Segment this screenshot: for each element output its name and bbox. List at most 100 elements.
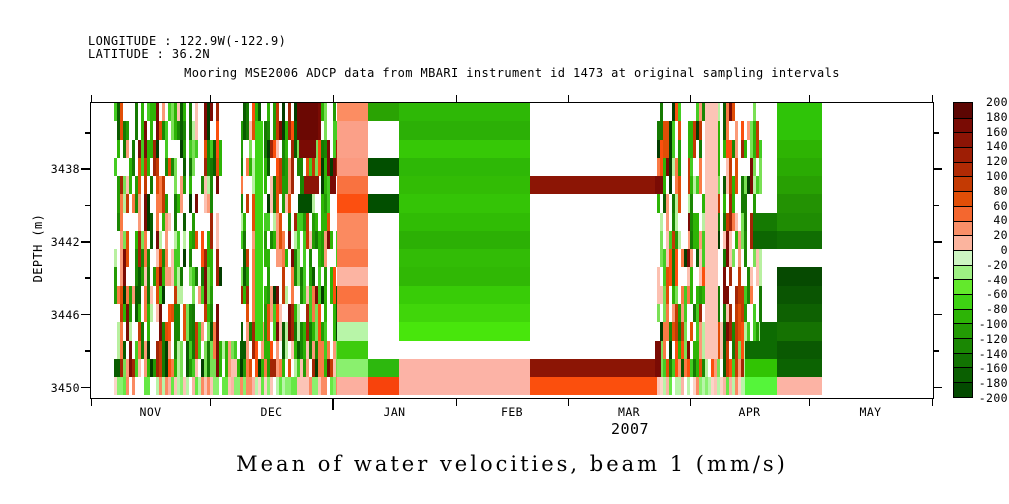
heatmap-cell bbox=[327, 230, 330, 250]
heatmap-cell bbox=[123, 176, 126, 195]
heatmap-cell bbox=[141, 322, 144, 359]
heatmap-cell bbox=[660, 103, 663, 140]
heatmap-cell bbox=[135, 285, 138, 323]
heatmap-band bbox=[399, 304, 530, 323]
heatmap-cell bbox=[291, 139, 294, 177]
heatmap-cell bbox=[195, 322, 198, 359]
heatmap-cell bbox=[243, 377, 246, 396]
heatmap-band bbox=[777, 139, 822, 158]
heatmap-cell bbox=[216, 377, 219, 396]
heatmap-cell bbox=[147, 267, 150, 305]
heatmap-cell bbox=[285, 249, 288, 268]
heatmap-cell bbox=[690, 194, 693, 231]
heatmap-cell bbox=[678, 230, 681, 250]
heatmap-cell bbox=[753, 304, 756, 341]
heatmap-cell bbox=[174, 230, 177, 250]
heatmap-cell bbox=[723, 377, 726, 396]
heatmap-cell bbox=[282, 377, 285, 396]
month-label: NOV bbox=[139, 405, 162, 419]
heatmap-cell bbox=[135, 358, 138, 378]
heatmap-band bbox=[777, 230, 822, 250]
heatmap-cell bbox=[669, 157, 672, 195]
heatmap-cell bbox=[243, 230, 246, 250]
heatmap-cell bbox=[732, 249, 735, 268]
heatmap-cell bbox=[144, 285, 147, 323]
heatmap-cell bbox=[120, 377, 123, 396]
heatmap-cell bbox=[759, 249, 762, 286]
heatmap-cell bbox=[717, 103, 720, 122]
heatmap-cell bbox=[207, 176, 210, 195]
colorbar-tick-label: 60 bbox=[993, 198, 1008, 213]
heatmap-cell bbox=[693, 377, 696, 396]
heatmap-cell bbox=[717, 285, 720, 323]
heatmap-cell bbox=[690, 358, 693, 378]
heatmap-cell bbox=[153, 267, 156, 286]
heatmap-cell bbox=[330, 157, 333, 177]
heatmap-cell bbox=[321, 103, 324, 122]
heatmap-cell bbox=[174, 304, 177, 341]
heatmap-cell bbox=[207, 230, 210, 268]
heatmap-cell bbox=[696, 285, 699, 305]
heatmap-band bbox=[368, 103, 399, 122]
heatmap-cell bbox=[723, 267, 726, 305]
heatmap-cell bbox=[162, 340, 165, 378]
heatmap-cell bbox=[306, 377, 309, 396]
heatmap-cell bbox=[216, 176, 219, 195]
heatmap-cell bbox=[138, 230, 141, 268]
heatmap-cell bbox=[117, 212, 120, 231]
colorbar-segment bbox=[954, 117, 972, 133]
heatmap-cell bbox=[678, 139, 681, 177]
heatmap-cell bbox=[177, 103, 180, 122]
heatmap-cell bbox=[114, 157, 117, 177]
heatmap-cell bbox=[669, 322, 672, 341]
heatmap-cell bbox=[126, 139, 129, 158]
heatmap-cell bbox=[672, 157, 675, 177]
heatmap-cell bbox=[246, 340, 249, 359]
heatmap-cell bbox=[750, 157, 753, 195]
heatmap-cell bbox=[666, 194, 669, 231]
heatmap-cell bbox=[681, 304, 684, 323]
heatmap-band bbox=[399, 139, 530, 158]
heatmap-cell bbox=[672, 230, 675, 250]
heatmap-cell bbox=[201, 358, 204, 378]
heatmap-cell bbox=[267, 249, 270, 268]
heatmap-band bbox=[399, 212, 530, 231]
heatmap-cell bbox=[675, 322, 678, 341]
heatmap-cell bbox=[696, 103, 699, 122]
heatmap-cell bbox=[660, 139, 663, 177]
heatmap-cell bbox=[273, 139, 276, 158]
heatmap-cell bbox=[315, 340, 318, 359]
y-axis-minor-tick bbox=[84, 277, 91, 279]
heatmap-cell bbox=[672, 121, 675, 158]
heatmap-cell bbox=[726, 212, 729, 231]
heatmap-cell bbox=[165, 157, 168, 177]
colorbar-segment bbox=[954, 352, 972, 368]
heatmap-cell bbox=[267, 340, 270, 359]
heatmap-cell bbox=[702, 267, 705, 286]
heatmap-cell bbox=[129, 285, 132, 323]
heatmap-cell bbox=[183, 121, 186, 140]
month-label: MAR bbox=[618, 405, 640, 419]
heatmap-cell bbox=[174, 267, 177, 286]
heatmap-cell bbox=[123, 340, 126, 359]
heatmap-cell bbox=[732, 139, 735, 158]
heatmap-cell bbox=[324, 103, 327, 140]
heatmap-cell bbox=[129, 322, 132, 341]
heatmap-band bbox=[777, 212, 822, 231]
heatmap-cell bbox=[690, 176, 693, 195]
heatmap-cell bbox=[156, 176, 159, 195]
heatmap-cell bbox=[126, 230, 129, 268]
top-axis-tick bbox=[931, 95, 933, 102]
heatmap-cell bbox=[162, 212, 165, 231]
heatmap-cell bbox=[171, 249, 174, 286]
heatmap-cell bbox=[147, 377, 150, 396]
heatmap-cell bbox=[150, 285, 153, 305]
heatmap-cell bbox=[693, 358, 696, 378]
colorbar-segment bbox=[954, 147, 972, 162]
heatmap-cell bbox=[201, 377, 204, 396]
heatmap-cell bbox=[699, 377, 702, 396]
heatmap-cell bbox=[744, 285, 747, 305]
heatmap-cell bbox=[735, 157, 738, 195]
heatmap-cell bbox=[261, 377, 264, 396]
heatmap-cell bbox=[249, 358, 252, 378]
